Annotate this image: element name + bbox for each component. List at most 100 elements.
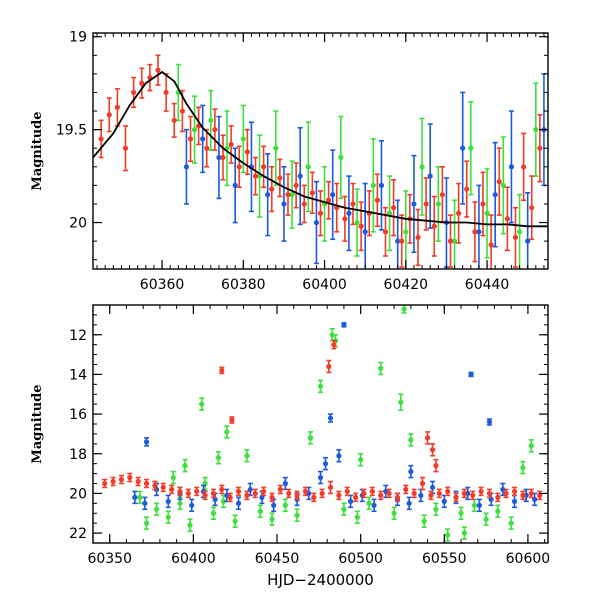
bottom-red-point	[353, 492, 359, 503]
bottom-red-point	[386, 488, 392, 499]
top-red-point	[114, 87, 120, 127]
top-y-axis-label: Magnitude	[30, 111, 45, 190]
bottom-blue-point	[348, 494, 354, 509]
bottom-blue-point	[143, 437, 150, 447]
top-red-point	[374, 173, 380, 228]
bottom-green-point	[317, 379, 324, 394]
top-red-point	[293, 162, 299, 209]
top-x-tick-label: 60400	[302, 277, 347, 293]
bottom-red-point	[110, 476, 116, 487]
top-green-point	[208, 89, 214, 151]
top-red-point	[277, 158, 283, 198]
bottom-green-point	[143, 516, 150, 530]
top-red-point	[236, 145, 242, 189]
bottom-blue-point	[317, 470, 324, 485]
top-red-point	[512, 206, 519, 268]
bottom-red-point	[433, 458, 439, 473]
bottom-red-point	[102, 478, 108, 489]
top-red-point	[220, 134, 226, 181]
bottom-green-point	[210, 506, 217, 521]
bottom-green-point	[433, 502, 439, 517]
bottom-x-tick-label: 60350	[87, 551, 132, 567]
bottom-red-point	[369, 486, 375, 497]
bottom-blue-point	[476, 498, 483, 513]
top-red-point	[480, 171, 486, 237]
bottom-red-point	[252, 488, 258, 499]
bottom-green-point	[391, 506, 397, 521]
top-red-point	[187, 115, 194, 163]
bottom-red-point	[336, 490, 342, 501]
top-red-point	[106, 97, 112, 133]
top-red-point	[350, 182, 356, 226]
top-series-blue	[183, 73, 547, 269]
top-plot-area	[93, 54, 548, 269]
top-axes-frame	[92, 32, 549, 270]
bottom-red-point	[235, 486, 242, 497]
bottom-red-point	[394, 492, 401, 503]
bottom-blue-point	[441, 494, 447, 509]
bottom-green-point	[244, 448, 250, 463]
top-red-point	[537, 113, 543, 183]
top-red-point	[301, 184, 307, 224]
bottom-blue-point	[486, 418, 493, 426]
top-x-tick-label: 60440	[465, 277, 510, 293]
bottom-x-tick-label: 60600	[506, 551, 551, 567]
bottom-x-tick-label: 60550	[422, 551, 467, 567]
top-red-point	[122, 125, 129, 172]
top-green-point	[403, 190, 409, 269]
bottom-red-point	[286, 488, 292, 499]
top-red-point	[358, 201, 364, 252]
bottom-panel: 60350 60400 60450 60500 60550 60600 12 14 16 18 20…	[30, 304, 551, 589]
top-red-point	[163, 73, 169, 112]
bottom-red-point	[503, 488, 509, 499]
bottom-green-point	[257, 504, 263, 519]
bottom-y-tick-label: 18	[69, 447, 87, 463]
top-red-point	[147, 63, 153, 92]
bottom-red-point	[194, 486, 200, 497]
bottom-series-green	[137, 305, 534, 542]
bottom-red-point	[520, 490, 526, 501]
bottom-red-point	[227, 492, 233, 503]
bottom-green-point	[378, 361, 384, 376]
bottom-green-point	[520, 460, 526, 475]
bottom-blue-point	[406, 496, 412, 511]
top-blue-point	[200, 104, 206, 174]
bottom-red-point	[261, 486, 267, 497]
top-panel: 60360 60380 60400 60420 60440 19 19.5 20 Magnitu…	[30, 30, 549, 293]
top-blue-point	[525, 192, 531, 269]
bottom-plot-area	[102, 305, 543, 542]
bottom-blue-point	[371, 498, 377, 513]
bottom-green-point	[495, 504, 501, 519]
top-red-point	[252, 156, 259, 196]
bottom-red-point	[277, 484, 283, 495]
bottom-red-point	[135, 476, 141, 487]
bottom-green-point	[398, 393, 404, 411]
top-blue-point	[427, 123, 433, 229]
bottom-red-point	[331, 339, 337, 350]
bottom-y-tick-label: 22	[69, 526, 87, 542]
bottom-red-point	[361, 488, 367, 499]
top-green-point	[354, 188, 360, 257]
bottom-blue-point	[327, 413, 334, 423]
top-green-point	[386, 175, 393, 252]
bottom-x-axis-label: HJD−2400000	[267, 571, 374, 589]
top-red-point	[415, 208, 421, 267]
top-blue-point	[216, 115, 222, 200]
top-red-point	[204, 128, 210, 168]
bottom-red-point	[311, 492, 317, 503]
bottom-red-point	[127, 472, 133, 483]
bottom-blue-point	[408, 464, 414, 479]
bottom-red-point	[436, 488, 442, 499]
bottom-red-point	[302, 486, 309, 497]
top-green-point	[500, 136, 506, 235]
bottom-x-tick-label: 60450	[255, 551, 300, 567]
top-x-tick-label: 60420	[384, 277, 429, 293]
bottom-green-point	[294, 508, 300, 522]
bottom-green-point	[483, 512, 489, 526]
bottom-green-point	[401, 305, 407, 314]
top-green-point	[256, 134, 263, 218]
top-red-point	[431, 195, 437, 257]
bottom-green-point	[461, 526, 467, 540]
top-red-point	[261, 145, 267, 189]
top-green-point	[533, 82, 539, 177]
